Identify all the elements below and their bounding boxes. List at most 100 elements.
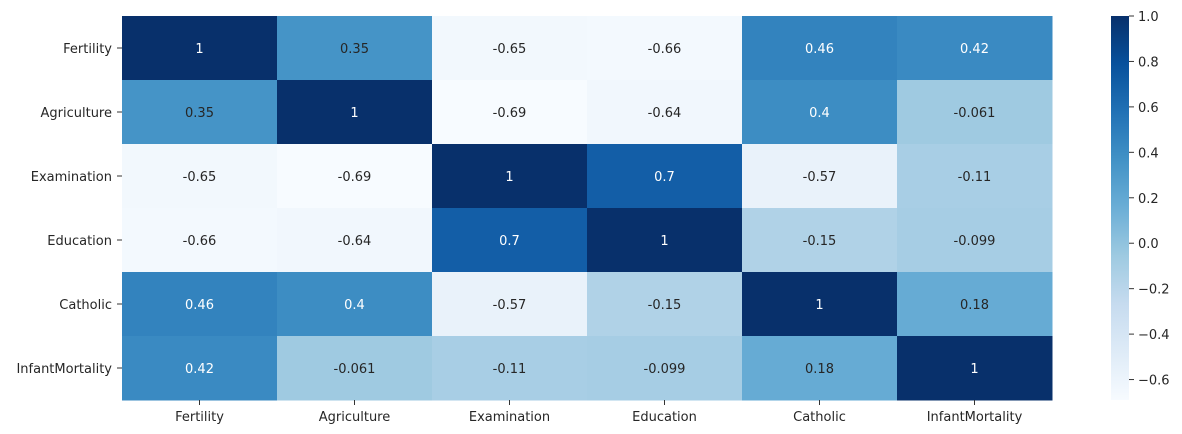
- heatmap-cell-catholic-examination: [432, 272, 588, 337]
- cell-value-label: -0.57: [493, 298, 527, 313]
- cell-value-label: -0.11: [958, 170, 992, 185]
- cell-value-label: -0.11: [493, 362, 527, 377]
- heatmap-cell-examination-agriculture: [277, 144, 433, 209]
- heatmap-cell-examination-education: [587, 144, 743, 209]
- heatmap-cell-education-agriculture: [277, 208, 433, 273]
- colorbar-tick-label: 0.8: [1138, 55, 1159, 70]
- heatmap-cells: [122, 16, 1053, 401]
- cell-value-label: 0.7: [499, 234, 520, 249]
- heatmap-cell-examination-catholic: [742, 144, 898, 209]
- y-tick-label-fertility: Fertility: [63, 42, 112, 57]
- heatmap-cell-infantmortality-education: [587, 336, 743, 401]
- heatmap-cell-infantmortality-fertility: [122, 336, 278, 401]
- cell-value-label: 1: [350, 106, 358, 121]
- colorbar-tick-label: 1.0: [1138, 10, 1159, 25]
- heatmap-cell-agriculture-examination: [432, 80, 588, 145]
- heatmap-cell-fertility-education: [587, 16, 743, 81]
- cell-value-label: 1: [815, 298, 823, 313]
- cell-value-label: -0.061: [954, 106, 996, 121]
- heatmap-cell-infantmortality-infantmortality: [897, 336, 1053, 401]
- cell-value-label: -0.64: [648, 106, 682, 121]
- heatmap-cell-labels: 1 0.35 -0.65 -0.66 0.46 0.42 0.35 1 -0.69 -0.64 0.…: [183, 42, 996, 377]
- cell-value-label: 0.18: [805, 362, 834, 377]
- cell-value-label: 0.42: [185, 362, 214, 377]
- x-tick-label-infantmortality: InfantMortality: [927, 410, 1023, 425]
- heatmap-cell-agriculture-education: [587, 80, 743, 145]
- cell-value-label: 0.4: [809, 106, 830, 121]
- colorbar-tick-label: 0.0: [1138, 237, 1159, 252]
- cell-value-label: -0.099: [644, 362, 686, 377]
- cell-value-label: 1: [970, 362, 978, 377]
- colorbar-tick-label: 0.6: [1138, 101, 1159, 116]
- heatmap-cell-examination-fertility: [122, 144, 278, 209]
- cell-value-label: -0.57: [803, 170, 837, 185]
- colorbar-tick-label: −0.6: [1138, 374, 1170, 389]
- cell-value-label: 0.18: [960, 298, 989, 313]
- x-axis: Fertility Agriculture Examination Education…: [175, 400, 1023, 425]
- heatmap-cell-catholic-fertility: [122, 272, 278, 337]
- heatmap-cell-fertility-catholic: [742, 16, 898, 81]
- heatmap-cell-catholic-agriculture: [277, 272, 433, 337]
- y-tick-label-infantmortality: InfantMortality: [16, 362, 112, 377]
- cell-value-label: 0.46: [185, 298, 214, 313]
- colorbar-tick-label: −0.2: [1138, 283, 1170, 298]
- heatmap-cell-catholic-infantmortality: [897, 272, 1053, 337]
- heatmap-cell-education-education: [587, 208, 743, 273]
- y-tick-label-catholic: Catholic: [59, 298, 112, 313]
- colorbar-tick-label: 0.4: [1138, 146, 1159, 161]
- heatmap-cell-agriculture-agriculture: [277, 80, 433, 145]
- heatmap-cell-fertility-examination: [432, 16, 588, 81]
- cell-value-label: 1: [505, 170, 513, 185]
- cell-value-label: 1: [195, 42, 203, 57]
- heatmap-cell-agriculture-fertility: [122, 80, 278, 145]
- heatmap-cell-catholic-catholic: [742, 272, 898, 337]
- heatmap-cell-education-examination: [432, 208, 588, 273]
- y-tick-label-education: Education: [47, 234, 112, 249]
- x-tick-label-education: Education: [632, 410, 697, 425]
- cell-value-label: 0.42: [960, 42, 989, 57]
- heatmap-cell-catholic-education: [587, 272, 743, 337]
- cell-value-label: 1: [660, 234, 668, 249]
- heatmap-cell-infantmortality-catholic: [742, 336, 898, 401]
- heatmap-cell-agriculture-infantmortality: [897, 80, 1053, 145]
- cell-value-label: 0.7: [654, 170, 675, 185]
- cell-value-label: 0.35: [340, 42, 369, 57]
- heatmap-cell-examination-examination: [432, 144, 588, 209]
- x-tick-label-examination: Examination: [469, 410, 550, 425]
- cell-value-label: -0.061: [334, 362, 376, 377]
- cell-value-label: -0.099: [954, 234, 996, 249]
- cell-value-label: -0.69: [493, 106, 527, 121]
- cell-value-label: -0.15: [648, 298, 682, 313]
- colorbar-tick-label: −0.4: [1138, 328, 1170, 343]
- y-tick-label-examination: Examination: [31, 170, 112, 185]
- colorbar-gradient: [1111, 16, 1129, 400]
- cell-value-label: -0.65: [493, 42, 527, 57]
- heatmap-cell-education-infantmortality: [897, 208, 1053, 273]
- cell-value-label: 0.35: [185, 106, 214, 121]
- heatmap-cell-infantmortality-examination: [432, 336, 588, 401]
- cell-value-label: -0.66: [648, 42, 682, 57]
- cell-value-label: 0.46: [805, 42, 834, 57]
- heatmap-cell-education-fertility: [122, 208, 278, 273]
- cell-value-label: -0.64: [338, 234, 372, 249]
- heatmap-cell-infantmortality-agriculture: [277, 336, 433, 401]
- cell-value-label: -0.15: [803, 234, 837, 249]
- cell-value-label: -0.66: [183, 234, 217, 249]
- y-axis: Fertility Agriculture Examination Education…: [16, 42, 122, 377]
- heatmap-cell-fertility-agriculture: [277, 16, 433, 81]
- y-tick-label-agriculture: Agriculture: [41, 106, 113, 121]
- x-tick-label-agriculture: Agriculture: [319, 410, 391, 425]
- heatmap-cell-agriculture-catholic: [742, 80, 898, 145]
- colorbar-ticks: 1.0 0.8 0.6 0.4 0.2 0.0 −0.2 −0.4 −0.6: [1129, 10, 1170, 389]
- cell-value-label: -0.69: [338, 170, 372, 185]
- colorbar-tick-label: 0.2: [1138, 192, 1159, 207]
- cell-value-label: 0.4: [344, 298, 365, 313]
- heatmap-cell-examination-infantmortality: [897, 144, 1053, 209]
- cell-value-label: -0.65: [183, 170, 217, 185]
- colorbar: [1111, 16, 1129, 400]
- heatmap-cell-fertility-infantmortality: [897, 16, 1053, 81]
- x-tick-label-catholic: Catholic: [793, 410, 846, 425]
- x-tick-label-fertility: Fertility: [175, 410, 224, 425]
- heatmap-cell-fertility-fertility: [122, 16, 278, 81]
